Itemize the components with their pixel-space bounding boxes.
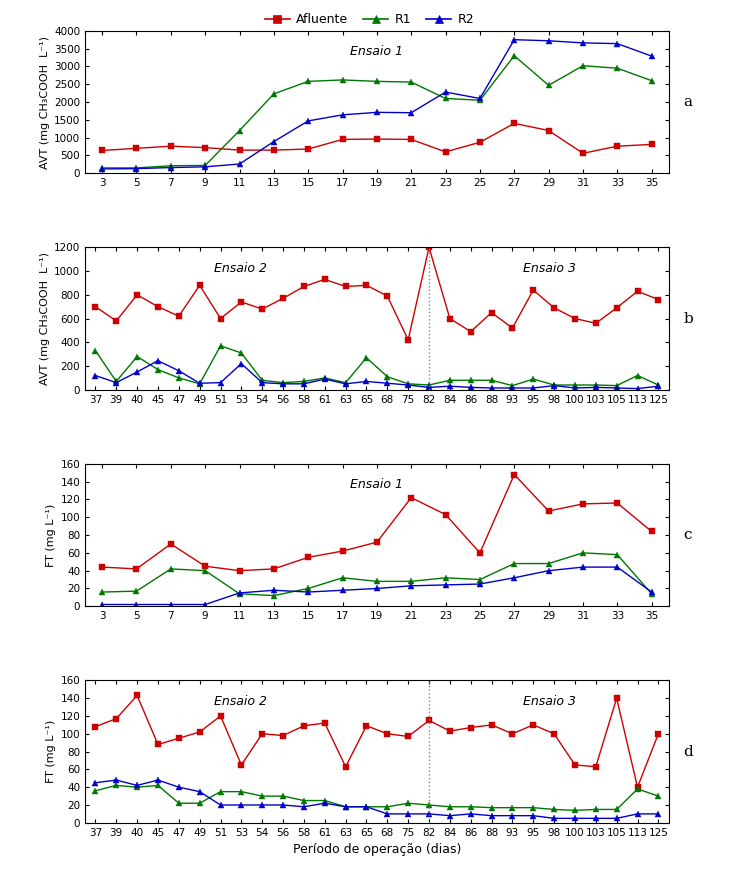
Text: Ensaio 1: Ensaio 1 [350,45,403,58]
Text: Ensaio 3: Ensaio 3 [523,694,576,708]
Text: b: b [684,312,693,326]
Y-axis label: FT (mg L⁻¹): FT (mg L⁻¹) [47,720,56,783]
Text: Ensaio 2: Ensaio 2 [214,694,268,708]
Text: c: c [684,528,692,542]
Text: Ensaio 3: Ensaio 3 [523,261,576,275]
Text: Ensaio 1: Ensaio 1 [350,478,403,491]
Legend: Afluente, R1, R2: Afluente, R1, R2 [260,8,479,31]
Y-axis label: AVT (mg CH₃COOH  L⁻¹): AVT (mg CH₃COOH L⁻¹) [40,35,50,169]
Text: Ensaio 2: Ensaio 2 [214,261,268,275]
Y-axis label: AVT (mg CH₃COOH  L⁻¹): AVT (mg CH₃COOH L⁻¹) [40,252,50,385]
Y-axis label: FT (mg L⁻¹): FT (mg L⁻¹) [47,503,56,567]
X-axis label: Período de operação (dias): Período de operação (dias) [293,843,461,856]
Text: d: d [684,744,693,759]
Text: a: a [684,95,692,109]
